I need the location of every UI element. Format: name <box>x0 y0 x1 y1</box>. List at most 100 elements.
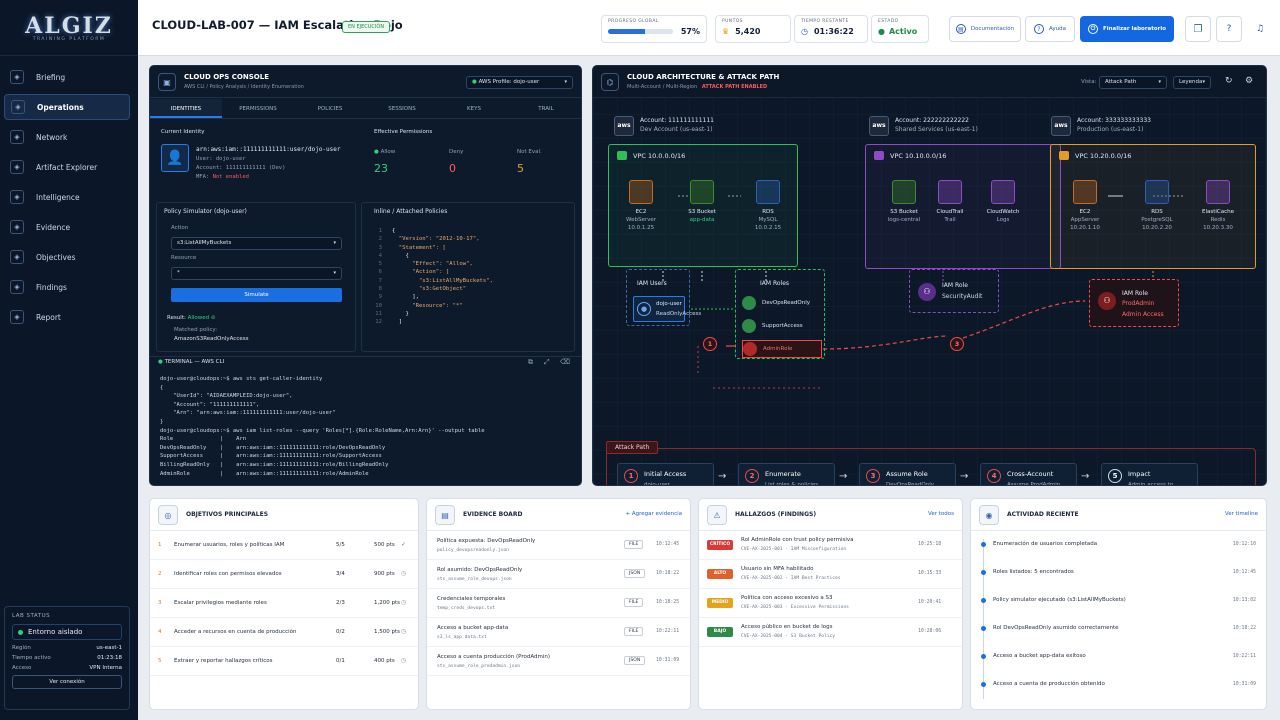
expand-icon[interactable]: ⤢ <box>544 358 550 366</box>
intelligence-icon: ◈ <box>10 190 24 204</box>
documentation-button[interactable]: ▤ Documentación <box>949 16 1021 42</box>
sidebar-item-intelligence[interactable]: ◈ Intelligence <box>4 184 130 210</box>
tab-sessions[interactable]: SESSIONS <box>388 106 416 112</box>
iam-role-devopsreadonly[interactable]: DevOpsReadOnly <box>742 294 822 312</box>
objective-row[interactable]: 5 Extraer y reportar hallazgos críticos 0/… <box>150 647 418 676</box>
tab-keys[interactable]: KEYS <box>467 106 481 112</box>
sidebar-item-network[interactable]: ◈ Network <box>4 124 130 150</box>
objective-row[interactable]: 3 Escalar privilegios mediante roles 2/3 1,… <box>150 589 418 618</box>
service-node[interactable]: S3 Bucket logs-central <box>875 180 933 224</box>
iam-role-supportaccess[interactable]: SupportAccess <box>742 317 822 335</box>
objective-row[interactable]: 1 Enumerar usuarios, roles y políticas IA… <box>150 531 418 560</box>
sidebar-item-briefing[interactable]: ◈ Briefing <box>4 64 130 90</box>
severity-badge: BAJO <box>707 627 733 637</box>
sidebar-item-operations[interactable]: ◈ Operations <box>4 94 130 120</box>
policy-simulator: Policy Simulator (dojo-user) Action s3:L… <box>156 202 356 352</box>
evidence-row[interactable]: Acceso a cuenta producción (ProdAdmin) st… <box>427 647 690 676</box>
view-timeline-link[interactable]: Ver timeline <box>1224 511 1258 517</box>
current-user-node[interactable]: ● dojo-user ReadOnlyAccess <box>633 296 701 322</box>
line-number: 11 <box>375 310 382 317</box>
activity-icon: ◉ <box>979 505 999 525</box>
aws-logo-icon: aws <box>614 116 634 136</box>
sidebar-item-report[interactable]: ◈ Report <box>4 304 130 330</box>
evidence-row[interactable]: Credenciales temporales temp_creds_devops… <box>427 589 690 618</box>
view-all-findings-link[interactable]: Ver todos <box>928 511 954 517</box>
objectives-icon: ◈ <box>10 250 24 264</box>
sidebar-item-findings[interactable]: ◈ Findings <box>4 274 130 300</box>
security-audit-role[interactable]: ⚇ IAM Role SecurityAudit <box>909 269 999 313</box>
service-node[interactable]: EC2 AppServer 10.20.1.10 <box>1056 180 1114 232</box>
pending-icon: ◷ <box>401 657 407 664</box>
legend-select[interactable]: Leyenda ▾ <box>1173 76 1211 89</box>
service-node[interactable]: ElastiCache Redis 10.20.3.30 <box>1189 180 1247 232</box>
prod-admin-role[interactable]: ⚇ IAM Role ProdAdmin Admin Access <box>1089 279 1179 327</box>
iam-role-adminrole[interactable]: AdminRole <box>742 340 822 358</box>
evidence-row[interactable]: Política expuesta: DevOpsReadOnly policy_… <box>427 531 690 560</box>
service-node[interactable]: CloudTrail Trail <box>921 180 979 224</box>
help-button[interactable]: ? Ayuda <box>1025 16 1075 42</box>
tab-permissions[interactable]: PERMISSIONS <box>239 106 277 112</box>
add-evidence-link[interactable]: + Agregar evidencia <box>625 511 682 517</box>
resource-select[interactable]: * ▾ <box>171 267 342 280</box>
view-connection-button[interactable]: Ver conexión <box>12 675 122 689</box>
help-icon: ? <box>1034 24 1044 34</box>
operations-icon: ◈ <box>11 100 25 114</box>
finding-row[interactable]: BAJO Acceso público en bucket de logs CVE-… <box>699 618 962 647</box>
sidebar-item-artifact-explorer[interactable]: ◈ Artifact Explorer <box>4 154 130 180</box>
objective-row[interactable]: 2 Identificar roles con permisos elevados… <box>150 560 418 589</box>
help-circle-icon[interactable]: ? <box>1216 16 1242 42</box>
simulate-button[interactable]: Simulate <box>171 288 342 302</box>
time-stat: TIEMPO RESTANTE ◷ 01:36:22 <box>794 15 868 43</box>
terminal-line: DevOpsReadOnly | arn:aws:iam::1111111111… <box>160 444 386 451</box>
aws-profile-select[interactable]: ● AWS Profile: dojo-user ▾ <box>466 76 573 89</box>
service-node[interactable]: CloudWatch Logs <box>974 180 1032 224</box>
objective-row[interactable]: 4 Acceder a recursos en cuenta de producc… <box>150 618 418 647</box>
cloud-ops-console: ▣ CLOUD OPS CONSOLE AWS CLI / Policy Ana… <box>149 65 582 486</box>
sidebar-item-objectives[interactable]: ◈ Objectives <box>4 244 130 270</box>
evidence-row[interactable]: Acceso a bucket app-data s3_ls_app_data.t… <box>427 618 690 647</box>
timeline-dot-icon <box>981 654 986 659</box>
path-step-bubble: 3 <box>950 337 964 351</box>
view-select[interactable]: Attack Path ▾ <box>1099 76 1167 89</box>
code-line: "s3:GetObject" <box>392 286 467 293</box>
settings-icon[interactable]: ⚙ <box>1245 76 1254 86</box>
network-icon: ◈ <box>10 130 24 144</box>
finding-row[interactable]: CRÍTICO Rol AdminRole con trust policy pe… <box>699 531 962 560</box>
service-node[interactable]: RDS MySQL 10.0.2.15 <box>739 180 797 232</box>
service-node[interactable]: EC2 WebServer 10.0.1.25 <box>612 180 670 232</box>
bell-icon[interactable]: ♫ <box>1247 16 1273 42</box>
sidebar-item-evidence[interactable]: ◈ Evidence <box>4 214 130 240</box>
finding-row[interactable]: ALTO Usuario sin MFA habilitado CVE-AX-202… <box>699 560 962 589</box>
activity-card: ◉ ACTIVIDAD RECIENTE Ver timeline Enumerac… <box>970 498 1267 710</box>
cloudwatch-icon <box>991 180 1015 204</box>
finish-lab-button[interactable]: ⏻ Finalizar laboratorio <box>1080 16 1174 42</box>
aws-logo-icon: aws <box>1051 116 1071 136</box>
service-node[interactable]: S3 Bucket app-data <box>673 180 731 224</box>
refresh-icon[interactable]: ↻ <box>1225 76 1233 86</box>
pending-icon: ◷ <box>401 599 407 606</box>
action-select[interactable]: s3:ListAllMyBuckets ▾ <box>171 237 342 250</box>
terminal-line: Role | Arn <box>160 436 247 443</box>
tab-trail[interactable]: TRAIL <box>538 106 554 112</box>
tab-policies[interactable]: POLICIES <box>317 106 343 112</box>
service-node[interactable]: RDS PostgreSQL 10.20.2.20 <box>1128 180 1186 232</box>
timeline-dot-icon <box>981 570 986 575</box>
evidence-row[interactable]: Rol asumido: DevOpsReadOnly sts_assume_ro… <box>427 560 690 589</box>
terminal-output[interactable]: dojo-user@cloudops:~$ aws sts get-caller… <box>160 375 485 478</box>
book-icon[interactable]: ❐ <box>1185 16 1211 42</box>
finding-row[interactable]: MEDIO Política con acceso excesivo a S3 CV… <box>699 589 962 618</box>
check-icon: ✓ <box>401 541 407 548</box>
path-step-bubble: 1 <box>703 337 717 351</box>
line-number: 10 <box>375 302 382 309</box>
trash-icon[interactable]: ⌫ <box>560 358 570 366</box>
tab-identities[interactable]: IDENTITIES <box>150 99 222 118</box>
vpc-icon <box>617 151 627 160</box>
line-number: 2 <box>378 236 382 243</box>
copy-icon[interactable]: ⧉ <box>528 358 533 366</box>
